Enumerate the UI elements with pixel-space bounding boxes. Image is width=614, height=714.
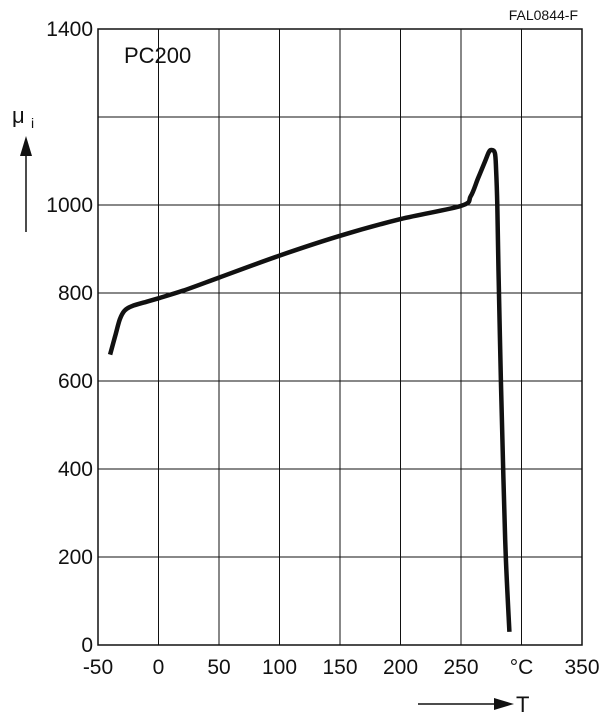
x-axis-tick-labels: -50 0 50 100 150 200 250 °C 350 [83, 656, 600, 679]
y-axis-label-subscript: i [31, 115, 34, 131]
y-tick-label: 0 [81, 634, 93, 657]
figure-code: FAL0844-F [509, 7, 578, 23]
y-tick-label: 600 [58, 370, 93, 393]
y-tick-label: 200 [58, 546, 93, 569]
x-tick-label: 50 [207, 656, 230, 679]
y-tick-label: 1400 [46, 18, 93, 41]
plot-frame [97, 28, 583, 646]
x-axis-arrow [418, 698, 514, 710]
y-axis-arrow [20, 136, 32, 232]
x-tick-label: -50 [83, 656, 113, 679]
x-tick-label: 100 [262, 656, 297, 679]
plot-border [97, 28, 583, 646]
x-tick-label: 150 [322, 656, 357, 679]
y-tick-label: 1000 [46, 194, 93, 217]
x-tick-label: 0 [153, 656, 165, 679]
y-axis-label: μ [12, 103, 25, 128]
x-tick-label: °C [510, 656, 534, 679]
x-tick-label: 200 [383, 656, 418, 679]
y-tick-label: 800 [58, 282, 93, 305]
x-axis-label: T [516, 692, 529, 714]
grid [98, 29, 582, 645]
series-group [107, 147, 512, 632]
x-tick-label: 250 [443, 656, 478, 679]
y-tick-label: 400 [58, 458, 93, 481]
series-line [107, 147, 512, 632]
curve-label: PC200 [124, 43, 191, 68]
y-axis-tick-labels: 0 200 400 600 800 1000 1400 [46, 18, 93, 657]
x-tick-label: 350 [564, 656, 599, 679]
